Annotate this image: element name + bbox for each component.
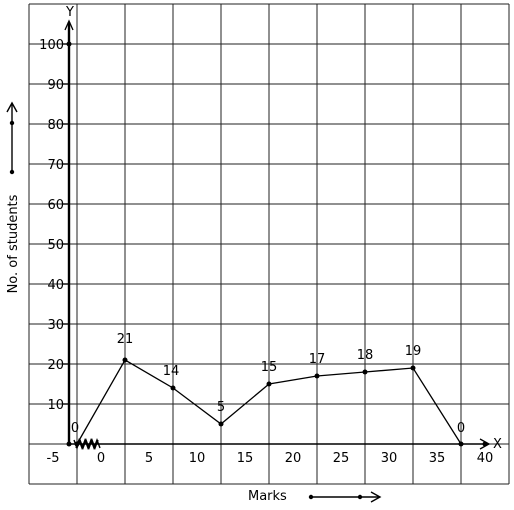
x-tick-label: 5 xyxy=(145,451,153,466)
y-tick-label: 30 xyxy=(47,318,64,333)
x-axis-letter: X xyxy=(493,437,502,452)
ylabel-arrow-dot xyxy=(9,169,15,175)
y-tick-label: 60 xyxy=(47,198,64,213)
y-tick-label: 70 xyxy=(47,158,64,173)
data-label: 15 xyxy=(261,360,278,375)
xlabel-arrow-dot xyxy=(357,494,363,500)
data-label: 17 xyxy=(309,352,326,367)
x-tick-label: 15 xyxy=(237,451,254,466)
y-tick-label: 40 xyxy=(47,278,64,293)
data-point xyxy=(122,357,128,363)
series-layer: 0 21 14 5 15 17 18 19 0 xyxy=(71,332,465,447)
data-point xyxy=(458,441,464,447)
y-tick-label: 90 xyxy=(47,78,64,93)
data-label: 0 xyxy=(71,421,79,436)
y-tick-label: 20 xyxy=(47,358,64,373)
y-tick-label: 100 xyxy=(39,38,64,53)
x-tick-label: 25 xyxy=(333,451,350,466)
data-point xyxy=(170,385,176,391)
data-label: 18 xyxy=(357,348,374,363)
data-point xyxy=(218,421,224,427)
axis-decorations xyxy=(6,101,382,503)
data-label: 14 xyxy=(163,364,180,379)
data-point xyxy=(362,369,368,375)
data-point xyxy=(410,365,416,371)
x-axis-title: Marks xyxy=(248,489,287,504)
data-label: 0 xyxy=(457,421,465,436)
data-point xyxy=(266,381,272,387)
x-tick-label: 35 xyxy=(429,451,446,466)
xlabel-arrow-dot xyxy=(308,494,314,500)
ylabel-arrow-dot xyxy=(9,120,15,126)
y-tick-label: 10 xyxy=(47,398,64,413)
x-tick-label: 30 xyxy=(381,451,398,466)
y-tick-label: 50 xyxy=(47,238,64,253)
x-axis-end-dot xyxy=(482,441,488,447)
x-tick-label: 10 xyxy=(189,451,206,466)
y-axis-letter: Y xyxy=(65,5,74,20)
xlabel-direction-arrowhead xyxy=(370,491,382,503)
data-label: 21 xyxy=(117,332,134,347)
axis-break-zigzag xyxy=(75,438,101,450)
y-axis-arrowhead xyxy=(64,19,74,31)
origin-dot xyxy=(66,441,72,447)
ylabel-direction-arrowhead xyxy=(6,101,18,113)
y-tick-label: 80 xyxy=(47,118,64,133)
x-tick-label: 0 xyxy=(97,451,105,466)
axes xyxy=(64,19,491,450)
grid xyxy=(28,3,510,485)
data-label: 19 xyxy=(405,344,422,359)
data-point xyxy=(314,373,320,379)
data-point xyxy=(74,441,80,447)
y-axis-title: No. of students xyxy=(6,194,21,293)
x-tick-label: 20 xyxy=(285,451,302,466)
x-tick-label: 40 xyxy=(477,451,494,466)
x-tick-label: -5 xyxy=(47,451,60,466)
x-axis-arrowhead xyxy=(479,438,491,450)
data-label: 5 xyxy=(217,400,225,415)
